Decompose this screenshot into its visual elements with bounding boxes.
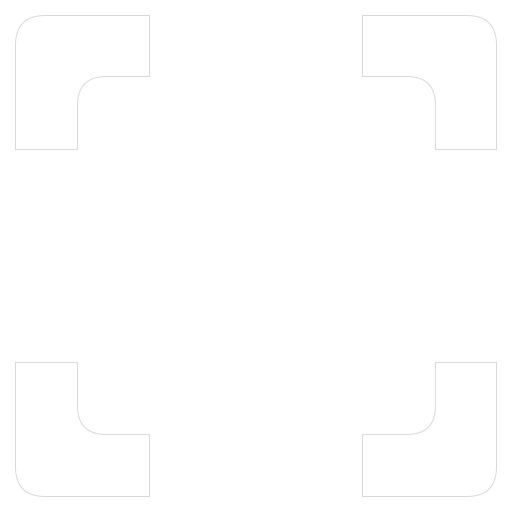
corner-bracket-top-right xyxy=(362,15,497,150)
corner-bracket-bottom-left xyxy=(15,362,150,497)
corner-bracket-bottom-right xyxy=(362,362,497,497)
corner-bracket-top-left xyxy=(15,15,150,150)
